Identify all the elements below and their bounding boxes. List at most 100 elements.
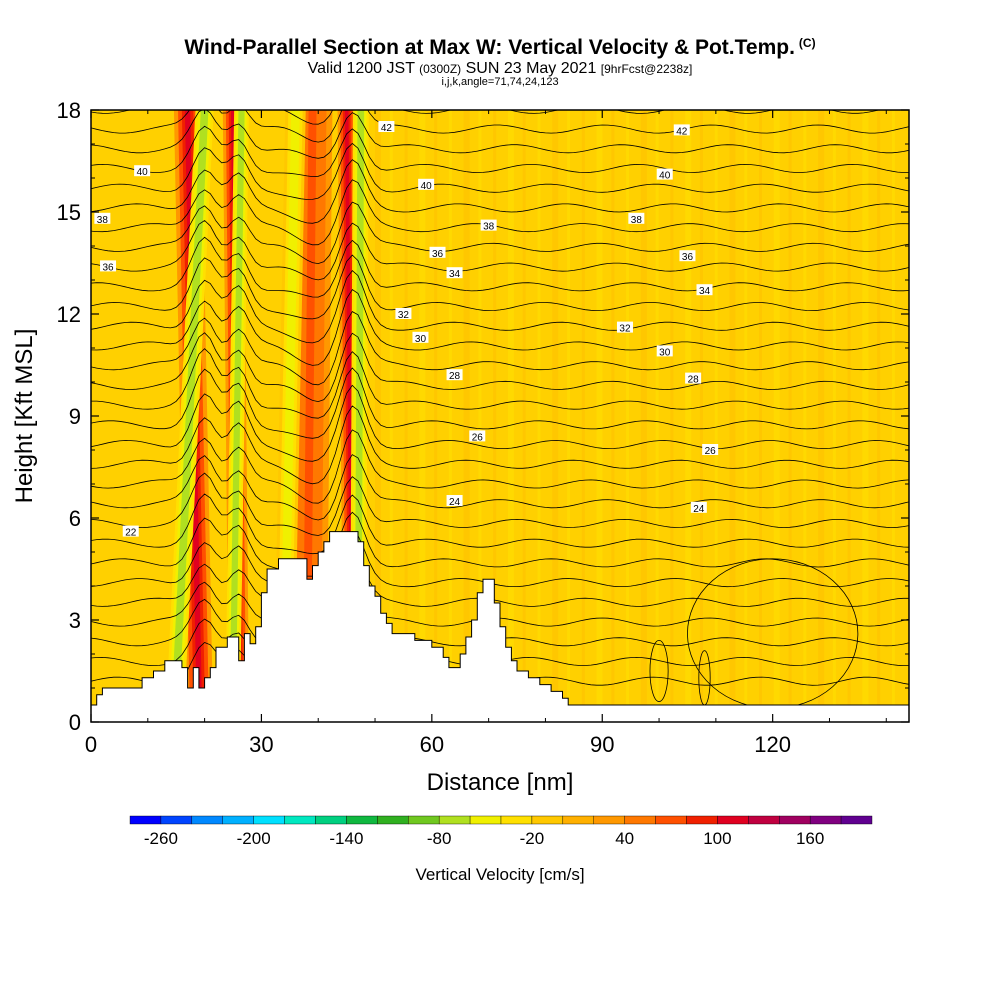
weak-motion-band bbox=[655, 110, 659, 722]
isentrope-label: 32 bbox=[616, 321, 633, 335]
weak-motion-band bbox=[404, 110, 408, 722]
weak-motion-band bbox=[744, 110, 748, 722]
isentrope-label: 36 bbox=[429, 246, 446, 260]
isentrope-label-text: 28 bbox=[688, 375, 700, 386]
colorbar-swatch bbox=[779, 815, 811, 825]
isentrope-line bbox=[91, 311, 909, 386]
weak-motion-band bbox=[699, 110, 703, 722]
weak-motion-band bbox=[552, 110, 559, 722]
isentrope-line bbox=[91, 348, 909, 419]
isentrope-label: 24 bbox=[446, 495, 463, 508]
isentrope-label-bg bbox=[429, 246, 446, 258]
isentrope-label-bg bbox=[446, 267, 463, 279]
colorbar-swatch bbox=[593, 815, 625, 825]
y-tick-label: 15 bbox=[57, 200, 81, 225]
y-tick-label: 18 bbox=[57, 98, 81, 123]
isentrope-label-text: 30 bbox=[415, 334, 427, 345]
isentrope-label-text: 32 bbox=[619, 324, 631, 335]
colorbar-swatch bbox=[377, 815, 409, 825]
isentrope-label: 38 bbox=[94, 212, 111, 226]
isentrope-label-text: 42 bbox=[381, 123, 393, 134]
isentrope-label-bg bbox=[679, 250, 696, 262]
isentrope-label-text: 40 bbox=[421, 181, 433, 192]
weak-motion-band bbox=[714, 110, 718, 722]
colorbar-swatch bbox=[129, 815, 162, 825]
isentrope-label-text: 28 bbox=[449, 371, 461, 382]
isentrope-label: 34 bbox=[446, 267, 463, 280]
isentrope-label-text: 30 bbox=[659, 347, 671, 358]
colorbar-swatch bbox=[438, 815, 471, 825]
colorbar-tick-label: 100 bbox=[703, 829, 731, 848]
weak-motion-band bbox=[419, 110, 426, 722]
weak-motion-band bbox=[507, 110, 514, 722]
isentrope-label-bg bbox=[656, 168, 673, 180]
isentrope-label-bg bbox=[469, 430, 486, 442]
isentrope-label-bg bbox=[673, 124, 690, 136]
colorbar-swatch bbox=[469, 815, 502, 825]
isentrope-label-bg bbox=[395, 308, 412, 319]
isentrope-label: 28 bbox=[446, 369, 463, 382]
isentrope-line bbox=[91, 219, 909, 281]
isentrope-line bbox=[91, 236, 909, 298]
isentrope-label-text: 42 bbox=[676, 126, 688, 137]
weak-motion-band bbox=[670, 110, 674, 722]
isentrope-label-bg bbox=[378, 121, 395, 132]
chart-title-text: Wind-Parallel Section at Max W: Vertical… bbox=[184, 36, 795, 59]
colorbar-swatch bbox=[562, 815, 594, 825]
downdraft-shade bbox=[231, 110, 244, 688]
weak-motion-band bbox=[611, 110, 615, 722]
isentrope-label-text: 34 bbox=[449, 269, 461, 280]
isentrope-line bbox=[91, 110, 909, 143]
colorbar-swatch bbox=[191, 815, 223, 825]
isentrope-line bbox=[91, 367, 909, 439]
colorbar-swatch bbox=[686, 815, 718, 825]
weak-motion-band bbox=[522, 110, 526, 722]
colorbar-swatch bbox=[160, 815, 193, 825]
y-tick-label: 9 bbox=[69, 404, 81, 429]
weak-motion-band bbox=[389, 110, 393, 722]
isentrope-line bbox=[91, 493, 909, 555]
isentrope-line bbox=[91, 454, 909, 521]
colorbar-swatch bbox=[531, 815, 564, 825]
weak-motion-band bbox=[788, 110, 792, 722]
weak-motion-band bbox=[685, 110, 692, 722]
isentrope-label: 34 bbox=[696, 284, 713, 297]
colorbar-tick-label: -200 bbox=[237, 829, 271, 848]
y-tick-label: 6 bbox=[69, 506, 81, 531]
isentrope-label-bg bbox=[480, 219, 497, 231]
isentrope-label: 40 bbox=[418, 178, 435, 192]
weak-motion-band bbox=[478, 110, 482, 722]
colorbar: -260 -200 -140 -80 -20 40 100 160 bbox=[129, 815, 873, 848]
isentrope-line bbox=[91, 384, 909, 462]
valid-date: SUN 23 May 2021 bbox=[465, 60, 597, 77]
colorbar-swatch bbox=[346, 815, 378, 825]
isentrope-label: 26 bbox=[702, 444, 719, 457]
y-axis-title: Height [Kft MSL] bbox=[11, 329, 38, 504]
isentrope-label: 36 bbox=[679, 250, 696, 263]
isentrope-label: 30 bbox=[656, 345, 673, 358]
isentrope-label-bg bbox=[412, 331, 429, 343]
isentrope-line bbox=[91, 270, 909, 344]
isentrope-contours bbox=[91, 110, 909, 709]
isentrope-label-text: 22 bbox=[125, 528, 137, 539]
x-tick-label: 120 bbox=[754, 732, 791, 757]
isentrope-line bbox=[91, 125, 909, 178]
weak-motion-band bbox=[729, 110, 736, 722]
weak-motion-band bbox=[596, 110, 603, 722]
weak-motion-band bbox=[832, 110, 836, 722]
isentrope-label-text: 38 bbox=[483, 222, 495, 233]
weak-motion-band bbox=[375, 110, 382, 722]
isentrope-label-bg bbox=[122, 525, 139, 537]
colorbar-title: Vertical Velocity [cm/s] bbox=[415, 865, 584, 884]
colorbar-tick-label: -80 bbox=[427, 829, 452, 848]
x-tick-label: 90 bbox=[590, 732, 614, 757]
x-tick-label: 0 bbox=[85, 732, 97, 757]
copyright-mark: (C) bbox=[798, 36, 816, 50]
weak-motion-band bbox=[567, 110, 571, 722]
isentrope-line bbox=[91, 531, 909, 600]
isentrope-label-bg bbox=[685, 372, 702, 384]
section-params: i,j,k,angle=71,74,24,123 bbox=[441, 76, 559, 88]
colorbar-swatch bbox=[315, 815, 347, 825]
colorbar-swatch bbox=[717, 815, 749, 825]
isentrope-label-bg bbox=[628, 212, 645, 224]
